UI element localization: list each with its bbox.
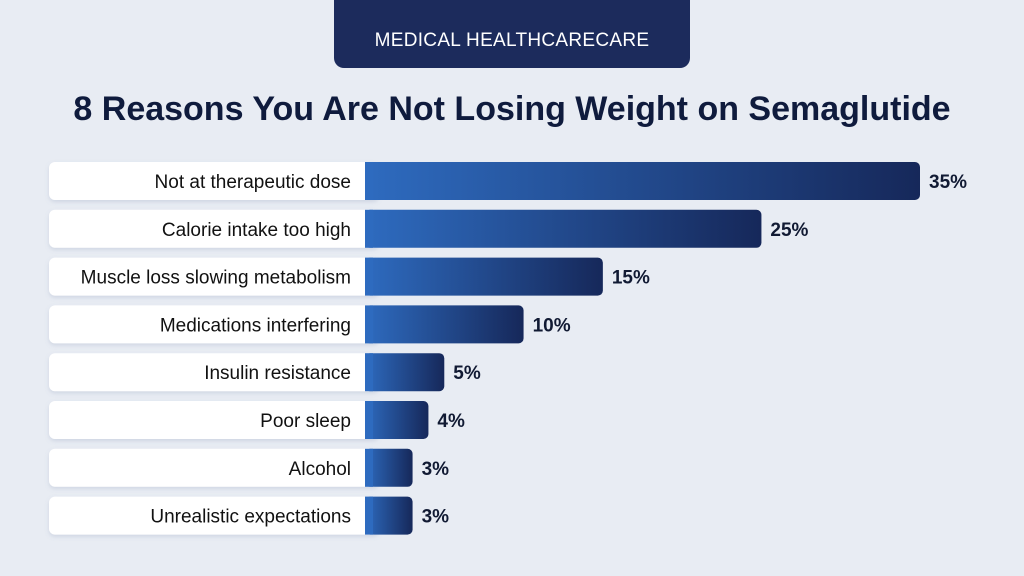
bar-left-edge xyxy=(365,162,373,200)
badge-text: MEDICAL HEALTHCARECARE xyxy=(374,30,650,51)
bar xyxy=(365,305,524,344)
bar-left-edge xyxy=(365,353,373,392)
bar xyxy=(365,257,603,296)
value-label: 3% xyxy=(422,459,450,480)
bar-left-edge xyxy=(365,209,373,248)
category-label: Not at therapeutic dose xyxy=(155,172,351,193)
bar xyxy=(365,496,413,535)
value-label: 15% xyxy=(612,268,650,289)
category-label: Poor sleep xyxy=(260,411,351,432)
bar xyxy=(365,353,445,392)
category-label-box xyxy=(49,209,379,248)
bar xyxy=(365,401,429,439)
bar xyxy=(365,448,413,487)
category-label: Medications interfering xyxy=(160,315,351,336)
bar-left-edge xyxy=(365,496,373,535)
category-label-box xyxy=(49,162,379,200)
category-label: Insulin resistance xyxy=(204,363,351,384)
category-label-box xyxy=(49,496,379,535)
bar-left-edge xyxy=(365,448,373,487)
value-label: 4% xyxy=(437,411,465,432)
category-label-box xyxy=(49,353,379,392)
bar xyxy=(365,162,920,200)
category-label: Muscle loss slowing metabolism xyxy=(81,268,351,289)
value-label: 35% xyxy=(929,172,967,193)
category-badge: MEDICAL HEALTHCARECARE xyxy=(334,0,690,68)
category-label-box xyxy=(49,401,379,439)
category-label-box xyxy=(49,305,379,344)
bar-left-edge xyxy=(365,401,373,439)
value-label: 3% xyxy=(422,507,450,528)
category-label: Alcohol xyxy=(289,459,351,480)
category-label: Unrealistic expectations xyxy=(150,507,351,528)
bar-left-edge xyxy=(365,257,373,296)
category-label-box xyxy=(49,448,379,487)
category-label: Calorie intake too high xyxy=(162,220,351,241)
value-label: 25% xyxy=(770,220,808,241)
category-label-box xyxy=(49,257,379,296)
value-label: 10% xyxy=(533,315,571,336)
chart-title: 8 Reasons You Are Not Losing Weight on S… xyxy=(73,90,951,128)
bar-left-edge xyxy=(365,305,373,344)
bar xyxy=(365,209,762,248)
value-label: 5% xyxy=(453,363,481,384)
